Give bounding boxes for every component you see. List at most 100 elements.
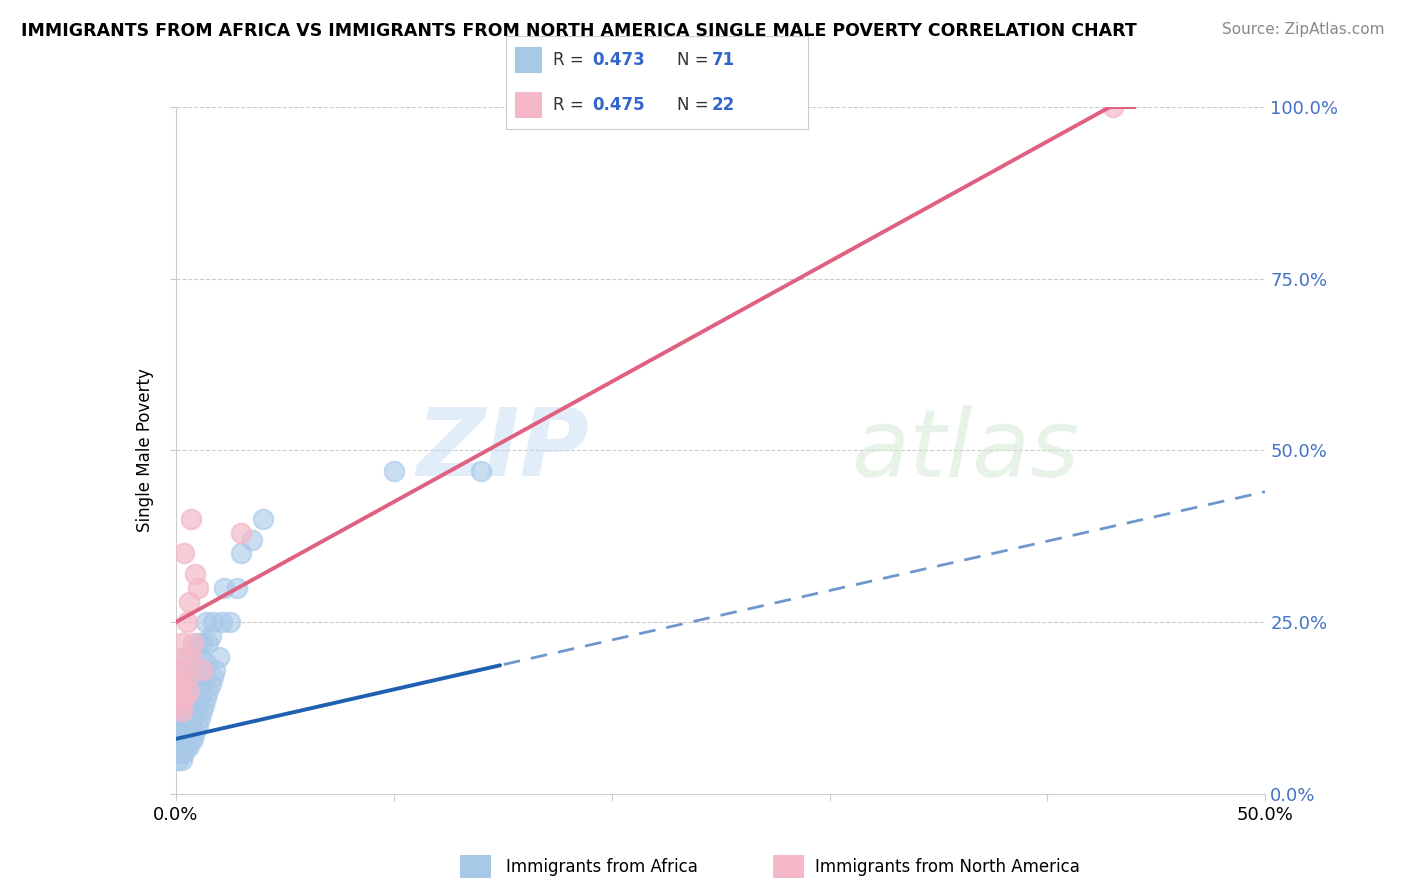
Point (200, 629, 222, 643)
Point (177, 683, 200, 698)
Point (200, 677, 222, 691)
Point (172, 690, 194, 705)
Point (181, 683, 204, 698)
Point (181, 711, 204, 725)
Point (181, 636, 204, 650)
Point (180, 663, 202, 677)
Point (167, 731, 190, 746)
Point (173, 670, 195, 684)
Text: Source: ZipAtlas.com: Source: ZipAtlas.com (1222, 22, 1385, 37)
Point (212, 581, 235, 595)
Point (173, 649, 195, 664)
Point (177, 594, 200, 608)
Point (176, 739, 198, 753)
Point (172, 663, 194, 677)
Point (169, 683, 191, 698)
Point (176, 725, 198, 739)
Point (186, 718, 209, 732)
Point (172, 739, 194, 753)
Point (169, 698, 191, 712)
Point (186, 670, 209, 684)
Point (173, 718, 195, 732)
Point (201, 670, 224, 684)
Point (173, 546, 195, 561)
Point (172, 705, 194, 719)
Point (188, 690, 211, 705)
Point (169, 670, 191, 684)
Point (191, 705, 214, 719)
Point (186, 581, 209, 595)
Point (167, 753, 190, 767)
Point (231, 525, 253, 540)
Text: R =: R = (553, 51, 589, 69)
Text: atlas: atlas (852, 405, 1080, 496)
Point (252, 512, 274, 526)
Point (172, 711, 194, 725)
Point (177, 677, 200, 691)
Point (172, 636, 194, 650)
Point (191, 663, 214, 677)
Point (169, 746, 191, 760)
Point (240, 533, 263, 547)
Point (195, 615, 218, 630)
Text: 0.473: 0.473 (592, 51, 645, 69)
Text: N =: N = (676, 51, 714, 69)
Point (167, 705, 190, 719)
Point (211, 615, 233, 630)
Point (184, 670, 207, 684)
Point (176, 690, 198, 705)
Text: 0.475: 0.475 (592, 96, 645, 114)
Point (176, 649, 198, 664)
Point (169, 718, 191, 732)
Text: N =: N = (676, 96, 714, 114)
Point (180, 718, 202, 732)
Point (184, 567, 207, 582)
Point (186, 636, 209, 650)
Point (184, 725, 207, 739)
Y-axis label: Single Male Poverty: Single Male Poverty (136, 368, 155, 533)
Point (191, 636, 214, 650)
Text: R =: R = (553, 96, 589, 114)
Point (180, 512, 202, 526)
Point (176, 711, 198, 725)
Point (193, 698, 215, 712)
Point (188, 711, 211, 725)
Point (204, 663, 226, 677)
Point (169, 731, 191, 746)
Point (184, 705, 207, 719)
Text: ZIP: ZIP (418, 404, 591, 497)
Point (180, 698, 202, 712)
Point (172, 677, 194, 691)
Point (225, 581, 247, 595)
Bar (515, 47, 543, 73)
Point (219, 615, 242, 630)
Point (176, 615, 198, 630)
Point (188, 649, 211, 664)
Point (173, 746, 195, 760)
Text: IMMIGRANTS FROM AFRICA VS IMMIGRANTS FROM NORTH AMERICA SINGLE MALE POVERTY CORR: IMMIGRANTS FROM AFRICA VS IMMIGRANTS FRO… (21, 22, 1137, 40)
Point (208, 649, 231, 664)
Point (173, 690, 195, 705)
Point (173, 698, 195, 712)
Point (231, 546, 253, 561)
Point (382, 464, 405, 478)
Point (197, 636, 219, 650)
Point (201, 615, 224, 630)
Text: Immigrants from Africa: Immigrants from Africa (506, 858, 697, 876)
Point (169, 705, 191, 719)
Point (177, 725, 200, 739)
Point (167, 690, 190, 705)
Point (180, 649, 202, 664)
Point (197, 683, 219, 698)
Point (172, 753, 194, 767)
Point (193, 663, 215, 677)
Point (181, 731, 204, 746)
Point (167, 718, 190, 732)
Text: 71: 71 (711, 51, 735, 69)
Bar (515, 92, 543, 118)
Point (172, 725, 194, 739)
Point (191, 677, 214, 691)
Point (1102, 100, 1125, 114)
Point (173, 731, 195, 746)
Text: Immigrants from North America: Immigrants from North America (815, 858, 1080, 876)
